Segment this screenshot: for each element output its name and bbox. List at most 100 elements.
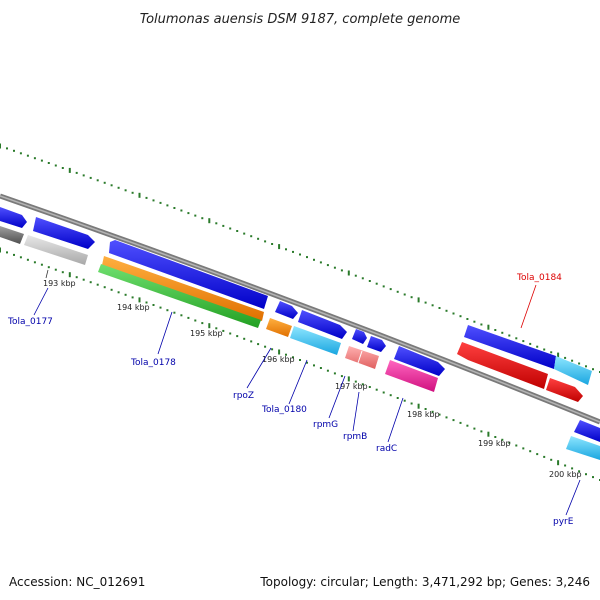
scale-tick xyxy=(19,152,22,155)
gene-arrow[interactable] xyxy=(275,301,298,319)
scale-tick xyxy=(487,324,490,330)
scale-tick xyxy=(6,147,8,150)
scale-tick xyxy=(103,286,106,289)
scale-tick xyxy=(110,184,113,187)
scale-tick xyxy=(340,375,343,378)
gene-label-radc[interactable]: radC xyxy=(376,444,397,454)
gene-bar[interactable] xyxy=(102,256,264,321)
scale-tick xyxy=(236,335,239,338)
gene-arrow[interactable] xyxy=(546,378,583,402)
gene-arrow[interactable] xyxy=(33,217,95,249)
scale-tick xyxy=(536,453,539,456)
scale-tick xyxy=(592,368,594,371)
gene-bar[interactable] xyxy=(266,318,292,337)
scale-tick xyxy=(145,196,148,199)
gene-label-tola-0184[interactable]: Tola_0184 xyxy=(516,273,562,283)
gene-arrow[interactable] xyxy=(352,329,367,344)
scale-tick xyxy=(194,214,197,217)
scale-tick xyxy=(243,337,246,340)
scale-tick xyxy=(13,253,15,256)
scale-tick xyxy=(110,288,113,291)
gene-label-rpoz[interactable]: rpoZ xyxy=(233,391,254,401)
scale-tick xyxy=(313,258,315,261)
scale-tick xyxy=(271,243,274,245)
gene-arrow[interactable] xyxy=(457,342,548,389)
scale-tick xyxy=(89,176,92,179)
gene-label-pyre[interactable]: pyrE xyxy=(553,517,574,527)
scale-tick xyxy=(229,332,232,335)
scale-tick xyxy=(271,348,274,351)
scale-tick xyxy=(152,304,155,306)
scale-tick xyxy=(389,288,392,291)
scale-tick xyxy=(578,470,581,473)
scale-tick xyxy=(410,402,413,405)
scale-tick xyxy=(515,444,518,447)
scale-tick xyxy=(508,334,511,337)
accession-text: Accession: NC_012691 xyxy=(9,575,145,589)
scale-tick xyxy=(229,227,232,230)
scale-tick xyxy=(61,271,64,274)
scale-tick xyxy=(166,204,169,207)
gene-label-tola-0178[interactable]: Tola_0178 xyxy=(130,358,176,368)
scale-tick xyxy=(264,240,267,243)
gene-label-tola-0180[interactable]: Tola_0180 xyxy=(261,405,307,415)
scale-tick xyxy=(445,416,448,419)
scale-tick xyxy=(96,179,99,182)
scale-tick xyxy=(26,154,29,157)
scale-tick xyxy=(424,408,427,410)
gene-bar[interactable] xyxy=(554,356,592,385)
scale-tick xyxy=(529,342,532,345)
scale-tick xyxy=(103,181,106,184)
gene-arrow[interactable] xyxy=(298,310,347,339)
gene-arrow[interactable] xyxy=(0,207,27,228)
scale-tick xyxy=(292,356,294,359)
gene-arrow[interactable] xyxy=(574,420,600,442)
scale-tick xyxy=(222,224,225,227)
gene-arrow[interactable] xyxy=(464,325,556,369)
scale-tick xyxy=(187,316,190,319)
scale-tick xyxy=(550,351,553,354)
scale-tick xyxy=(522,340,525,343)
scale-tick xyxy=(466,318,469,320)
scale-tick xyxy=(578,362,581,365)
scale-tick xyxy=(33,261,36,264)
scale-tick xyxy=(250,340,253,343)
scale-tick xyxy=(82,278,85,281)
scale-tick xyxy=(0,247,1,253)
gene-arrow[interactable] xyxy=(109,240,268,309)
scale-tick xyxy=(124,293,127,296)
scale-tick xyxy=(459,421,462,424)
scale-tick xyxy=(543,348,546,351)
gene-label-tola-0177[interactable]: Tola_0177 xyxy=(7,317,53,327)
scale-tick xyxy=(82,174,85,177)
scale-tick xyxy=(292,250,294,253)
gene-bar[interactable] xyxy=(0,226,24,244)
scale-tick xyxy=(6,251,8,254)
scale-tick xyxy=(585,473,587,476)
gene-label-rpmg[interactable]: rpmG xyxy=(313,420,338,430)
scale-tick xyxy=(340,269,343,272)
gene-bar[interactable] xyxy=(98,264,261,328)
scale-tick xyxy=(75,171,78,174)
scale-tick xyxy=(257,343,260,346)
scale-tick xyxy=(417,403,420,409)
scale-tick xyxy=(438,413,441,416)
scale-tick xyxy=(319,261,322,264)
scale-tick xyxy=(396,397,399,399)
gene-label-rpmb[interactable]: rpmB xyxy=(343,432,367,442)
gene-bar[interactable] xyxy=(290,326,341,355)
scale-tick xyxy=(306,361,308,364)
gene-bar[interactable] xyxy=(345,346,379,369)
gene-arrow[interactable] xyxy=(394,346,445,376)
gene-bar[interactable] xyxy=(566,436,600,460)
scale-label-195: 195 kbp xyxy=(190,329,223,338)
gene-bar[interactable] xyxy=(24,235,88,265)
scale-tick xyxy=(152,199,155,202)
genome-summary-text: Topology: circular; Length: 3,471,292 bp… xyxy=(259,575,590,589)
scale-tick xyxy=(124,189,127,192)
scale-tick xyxy=(131,191,134,194)
gene-bar[interactable] xyxy=(385,360,438,392)
scale-tick xyxy=(159,201,162,204)
scale-tick xyxy=(187,212,190,215)
gene-arrow[interactable] xyxy=(367,336,386,352)
